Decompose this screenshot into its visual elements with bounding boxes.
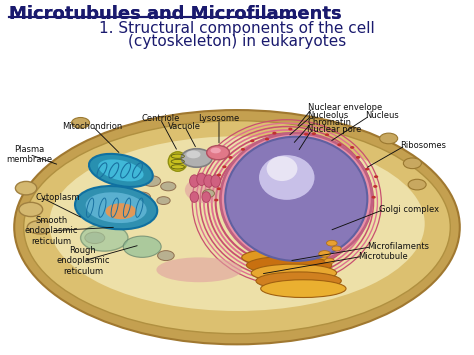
Ellipse shape (85, 232, 105, 244)
Ellipse shape (105, 203, 137, 219)
Text: Rough
endoplasmic
reticulum: Rough endoplasmic reticulum (56, 246, 109, 276)
Ellipse shape (256, 272, 341, 290)
Ellipse shape (242, 248, 327, 266)
Ellipse shape (211, 175, 220, 187)
Ellipse shape (202, 192, 210, 202)
Ellipse shape (157, 251, 174, 261)
Ellipse shape (325, 133, 329, 136)
Ellipse shape (210, 148, 221, 153)
Text: Nucleus: Nucleus (365, 111, 399, 120)
Text: Ribosomes: Ribosomes (401, 141, 447, 150)
Text: Microtubule: Microtubule (358, 252, 408, 261)
Text: Cytoplasm: Cytoplasm (36, 192, 80, 202)
Ellipse shape (246, 256, 332, 274)
Ellipse shape (312, 132, 316, 135)
Ellipse shape (288, 127, 292, 130)
Ellipse shape (89, 154, 153, 187)
Ellipse shape (72, 118, 90, 128)
Ellipse shape (251, 264, 337, 282)
Text: Microfilaments: Microfilaments (367, 242, 429, 251)
Ellipse shape (408, 179, 426, 190)
Ellipse shape (161, 182, 176, 191)
Ellipse shape (350, 146, 355, 149)
Ellipse shape (220, 133, 372, 264)
Ellipse shape (202, 190, 214, 197)
Text: Chromatin: Chromatin (307, 118, 351, 127)
Ellipse shape (19, 202, 43, 217)
Ellipse shape (15, 181, 36, 195)
Ellipse shape (332, 246, 341, 251)
Ellipse shape (14, 110, 460, 344)
Text: Lysosome: Lysosome (198, 114, 240, 124)
Ellipse shape (403, 158, 421, 169)
Ellipse shape (86, 192, 146, 223)
Ellipse shape (185, 176, 228, 203)
Ellipse shape (365, 168, 369, 170)
Ellipse shape (123, 236, 161, 257)
Ellipse shape (373, 185, 377, 188)
Text: Centriole: Centriole (141, 114, 179, 124)
Ellipse shape (143, 176, 161, 186)
Ellipse shape (217, 174, 221, 176)
Ellipse shape (241, 148, 245, 151)
Ellipse shape (250, 140, 255, 142)
Ellipse shape (324, 258, 334, 263)
Ellipse shape (49, 136, 425, 311)
Ellipse shape (214, 199, 219, 202)
Text: 1. Structural components of the cell: 1. Structural components of the cell (99, 21, 375, 36)
Ellipse shape (181, 149, 212, 167)
Ellipse shape (374, 175, 378, 178)
Ellipse shape (98, 159, 144, 181)
Ellipse shape (157, 197, 170, 204)
Ellipse shape (197, 173, 206, 185)
Text: Vacuole: Vacuole (168, 122, 201, 131)
Text: Nuclear pore: Nuclear pore (307, 125, 362, 134)
Ellipse shape (258, 154, 315, 201)
Ellipse shape (261, 280, 346, 297)
Text: Plasma
membrane: Plasma membrane (6, 145, 53, 164)
Text: Microtubules and Microfilaments: Microtubules and Microfilaments (9, 5, 342, 23)
Ellipse shape (81, 224, 128, 251)
Ellipse shape (356, 156, 360, 159)
Ellipse shape (207, 146, 229, 160)
Ellipse shape (75, 186, 157, 229)
Ellipse shape (217, 187, 221, 190)
Ellipse shape (190, 175, 199, 187)
Ellipse shape (222, 165, 227, 168)
Ellipse shape (272, 132, 276, 135)
Ellipse shape (190, 192, 199, 202)
Ellipse shape (327, 240, 337, 246)
Ellipse shape (228, 156, 233, 159)
Ellipse shape (168, 152, 187, 171)
Text: Golgi complex: Golgi complex (379, 205, 439, 214)
Text: Nuclear envelope: Nuclear envelope (308, 103, 383, 112)
Text: Microtubules and Microfilaments: Microtubules and Microfilaments (9, 5, 342, 23)
Ellipse shape (380, 133, 398, 144)
Ellipse shape (225, 137, 367, 261)
Ellipse shape (24, 121, 450, 334)
Ellipse shape (126, 211, 140, 219)
Ellipse shape (27, 220, 53, 234)
Text: Smooth
endoplasmic
reticulum: Smooth endoplasmic reticulum (25, 216, 78, 246)
Ellipse shape (304, 133, 308, 136)
Ellipse shape (156, 257, 242, 282)
Ellipse shape (372, 196, 376, 199)
Text: Nucleolus: Nucleolus (307, 111, 348, 120)
Text: (cytoskeleton) in eukaryotes: (cytoskeleton) in eukaryotes (128, 34, 346, 49)
Ellipse shape (186, 151, 201, 158)
Ellipse shape (265, 138, 269, 141)
Ellipse shape (319, 251, 331, 257)
Ellipse shape (134, 192, 150, 202)
Text: Mitochondrion: Mitochondrion (62, 121, 123, 131)
Ellipse shape (266, 156, 297, 181)
Ellipse shape (204, 175, 213, 187)
Ellipse shape (337, 143, 342, 146)
